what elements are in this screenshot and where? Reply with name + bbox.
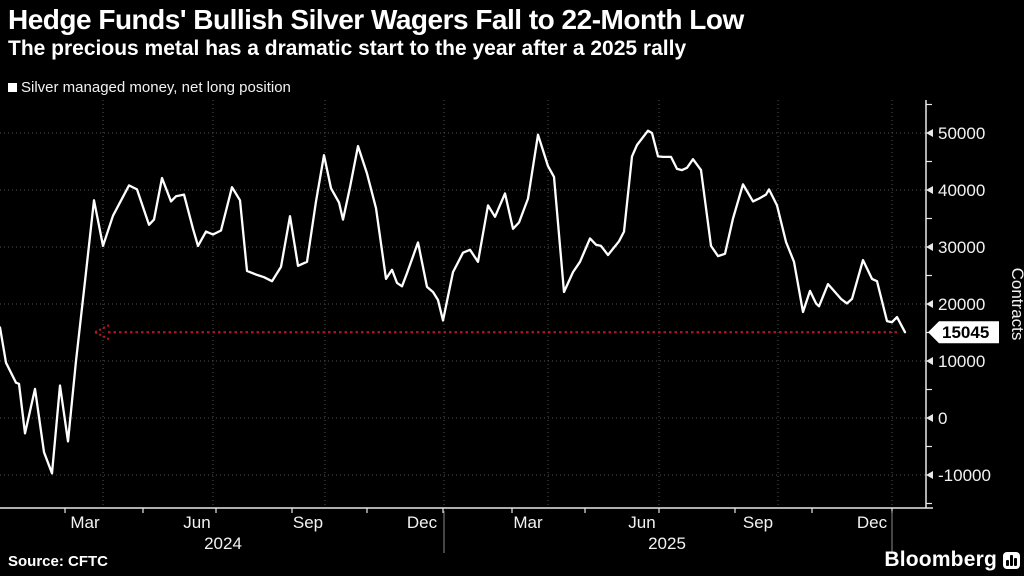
last-value-callout [928, 321, 999, 344]
y-tick-label: 20000 [938, 295, 985, 314]
source-label: Source: CFTC [8, 553, 109, 570]
y-major-tick [926, 471, 933, 479]
y-major-tick [926, 243, 933, 251]
y-tick-label: 0 [938, 409, 947, 428]
y-major-tick [926, 129, 933, 137]
x-month-label: Sep [293, 513, 323, 532]
page-subtitle: The precious metal has a dramatic start … [8, 37, 687, 60]
reference-arrow-icon [94, 331, 110, 341]
y-tick-label: 10000 [938, 352, 985, 371]
y-axis-title: Contracts [1008, 268, 1024, 341]
chart-legend: Silver managed money, net long position [8, 79, 291, 96]
y-major-tick [926, 414, 933, 422]
y-tick-label: 40000 [938, 181, 985, 200]
last-value-label: 15045 [942, 323, 989, 342]
y-major-tick [926, 186, 933, 194]
x-month-label: Jun [628, 513, 655, 532]
x-month-label: Dec [407, 513, 438, 532]
x-year-label: 2025 [648, 534, 686, 553]
legend-label: Silver managed money, net long position [21, 79, 291, 96]
x-month-label: Mar [70, 513, 100, 532]
y-tick-label: 50000 [938, 124, 985, 143]
page-title: Hedge Funds' Bullish Silver Wagers Fall … [8, 4, 744, 35]
x-month-label: Jun [183, 513, 210, 532]
x-month-label: Sep [743, 513, 773, 532]
data-line [0, 129, 907, 475]
legend-swatch-icon [8, 83, 17, 92]
bloomberg-logo: Bloomberg [884, 548, 1020, 572]
bloomberg-wordmark: Bloomberg [884, 548, 997, 571]
y-major-tick [926, 300, 933, 308]
y-major-tick [926, 357, 933, 365]
y-tick-label: 30000 [938, 238, 985, 257]
bloomberg-terminal-icon [1003, 551, 1020, 569]
x-year-label: 2024 [204, 534, 242, 553]
y-tick-label: -10000 [938, 466, 991, 485]
x-month-label: Dec [857, 513, 888, 532]
reference-arrow-icon [94, 324, 110, 334]
x-month-label: Mar [513, 513, 543, 532]
